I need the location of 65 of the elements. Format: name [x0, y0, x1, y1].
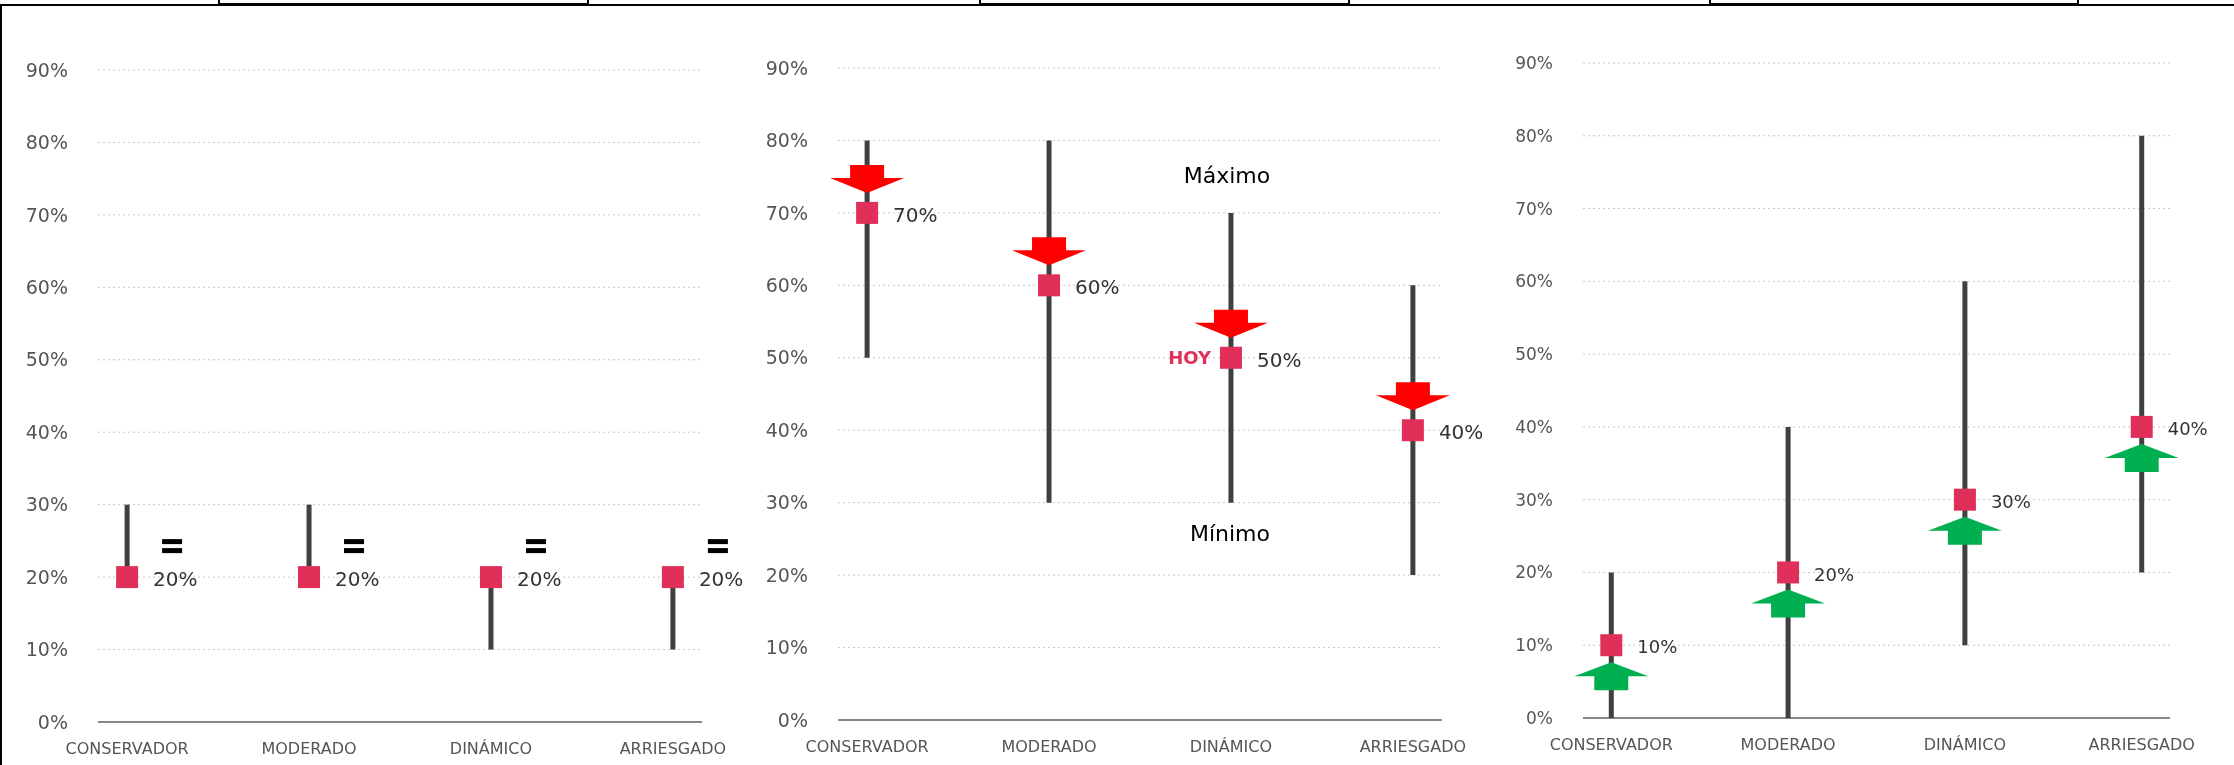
- y-tick-label: 80%: [765, 129, 808, 152]
- y-tick-label: 0%: [777, 708, 808, 731]
- x-tick-label: CONSERVADOR: [805, 737, 929, 756]
- data-label: 70%: [893, 202, 938, 227]
- annotation: HOY: [1168, 347, 1212, 369]
- x-tick-label: MODERADO: [1740, 735, 1836, 754]
- data-label: 40%: [1438, 420, 1484, 445]
- x-tick-label: CONSERVADOR: [1549, 735, 1673, 754]
- x-tick-label: MODERADO: [1001, 737, 1097, 756]
- x-tick-label: ARRIESGADO: [619, 739, 727, 758]
- data-label: 60%: [1075, 275, 1120, 300]
- x-tick-label: CONSERVADOR: [65, 739, 189, 758]
- y-tick-label: 70%: [1515, 198, 1553, 219]
- x-tick-label: DINÁMICO: [1189, 737, 1273, 756]
- y-tick-label: 0%: [37, 710, 68, 733]
- data-label: 30%: [1990, 490, 2031, 512]
- y-tick-label: 20%: [1515, 562, 1553, 583]
- data-label: 20%: [698, 567, 744, 592]
- annotation: Mínimo: [1189, 520, 1271, 546]
- y-tick-label: 60%: [765, 273, 808, 296]
- y-tick-label: 70%: [25, 203, 68, 226]
- y-tick-label: 50%: [765, 346, 808, 369]
- y-tick-label: 40%: [1515, 416, 1553, 437]
- y-tick-label: 60%: [25, 275, 68, 298]
- y-tick-label: 30%: [765, 491, 808, 514]
- x-tick-label: ARRIESGADO: [2088, 735, 2195, 754]
- y-tick-label: 80%: [25, 131, 68, 154]
- y-tick-label: 50%: [25, 348, 68, 371]
- point: [1777, 561, 1800, 584]
- point: [1401, 419, 1424, 442]
- data-label: 20%: [516, 567, 562, 592]
- y-tick-label: 10%: [765, 636, 808, 659]
- y-tick-label: 50%: [1515, 344, 1553, 365]
- y-tick-label: 70%: [765, 201, 808, 224]
- point: [856, 201, 879, 224]
- x-tick-label: ARRIESGADO: [1359, 737, 1467, 756]
- data-label: 20%: [1814, 563, 1855, 585]
- y-tick-label: 60%: [1515, 271, 1553, 292]
- y-tick-label: 20%: [25, 565, 68, 588]
- point: [2130, 415, 2153, 438]
- annotation: Máximo: [1183, 162, 1271, 188]
- y-tick-label: 30%: [25, 493, 68, 516]
- data-label: 10%: [1637, 636, 1678, 658]
- y-tick-label: 90%: [765, 56, 808, 79]
- y-tick-label: 90%: [25, 58, 68, 81]
- data-label: 40%: [2167, 417, 2208, 439]
- x-tick-label: DINÁMICO: [1923, 735, 2007, 754]
- x-tick-label: MODERADO: [261, 739, 357, 758]
- point: [1219, 346, 1242, 369]
- x-tick-label: DINÁMICO: [449, 739, 533, 758]
- y-tick-label: 40%: [25, 420, 68, 443]
- y-tick-label: 10%: [1515, 635, 1553, 656]
- point: [1600, 634, 1623, 657]
- point: [1953, 488, 1976, 511]
- y-tick-label: 90%: [1515, 52, 1553, 73]
- data-label: 20%: [335, 567, 380, 592]
- y-tick-label: 10%: [25, 638, 68, 661]
- data-label: 20%: [153, 567, 198, 592]
- point: [1038, 274, 1061, 297]
- y-tick-label: 40%: [765, 418, 808, 441]
- y-tick-label: 80%: [1515, 125, 1553, 146]
- y-tick-label: 0%: [1526, 707, 1553, 728]
- y-tick-label: 20%: [765, 563, 808, 586]
- y-tick-label: 30%: [1515, 489, 1553, 510]
- data-label: 50%: [1256, 347, 1302, 372]
